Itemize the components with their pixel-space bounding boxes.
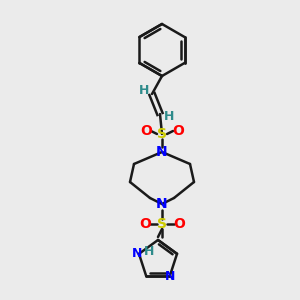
Text: H: H	[144, 245, 154, 258]
Text: O: O	[140, 124, 152, 138]
Text: O: O	[139, 217, 151, 231]
Text: S: S	[157, 127, 167, 141]
Text: S: S	[157, 217, 167, 231]
Text: O: O	[172, 124, 184, 138]
Text: O: O	[173, 217, 185, 231]
Text: N: N	[165, 270, 175, 283]
Text: N: N	[132, 247, 142, 260]
Text: N: N	[156, 145, 168, 159]
Text: H: H	[139, 83, 149, 97]
Text: H: H	[164, 110, 174, 122]
Text: N: N	[156, 197, 168, 211]
